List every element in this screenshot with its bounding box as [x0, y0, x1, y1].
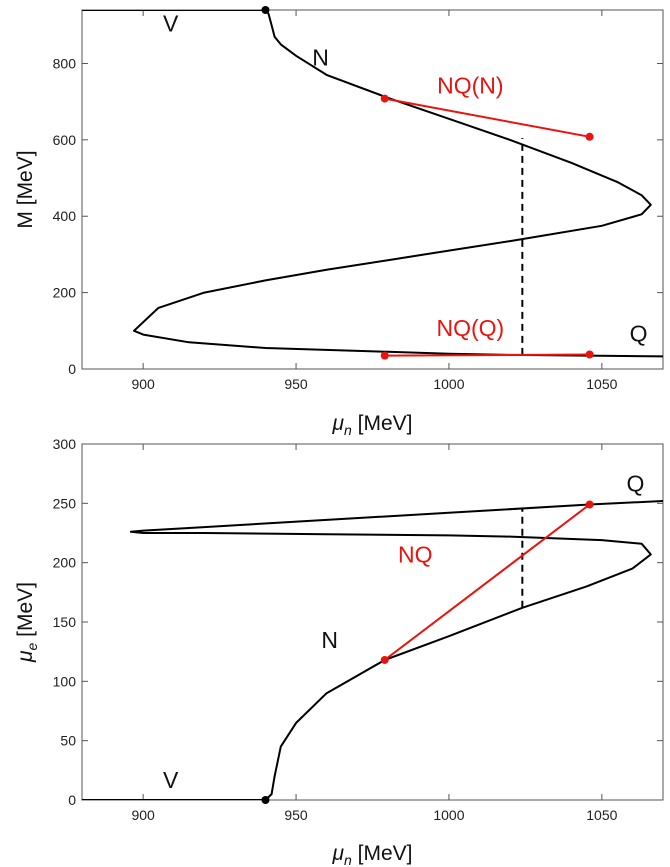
y-axis-label: M [MeV] — [14, 150, 37, 228]
y-tick-label: 0 — [68, 361, 76, 377]
data-point — [585, 132, 594, 141]
y-tick-label: 250 — [53, 495, 77, 511]
y-tick-label: 0 — [68, 792, 76, 808]
x-tick-label: 1050 — [586, 807, 617, 823]
region-label: NQ(N) — [437, 72, 503, 98]
transition-segment — [384, 353, 590, 357]
y-tick-label: 200 — [53, 555, 77, 571]
y-tick-label: 50 — [60, 733, 76, 749]
transition-segment — [384, 503, 591, 661]
x-axis-label: μn [MeV] — [332, 412, 413, 438]
region-label: NQ(Q) — [436, 315, 504, 341]
plot-panel-1: 900 950 1000 1050 0 200 400 600 800 μn [MeV] M [Me… — [14, 6, 664, 438]
plot-frame — [81, 9, 664, 370]
series-line — [82, 500, 663, 800]
y-tick-label: 150 — [53, 614, 77, 630]
y-tick-label: 800 — [53, 55, 77, 71]
data-point — [261, 6, 270, 14]
series-line — [82, 10, 663, 358]
x-tick-label: 950 — [284, 807, 308, 823]
plot-frame — [81, 443, 664, 801]
transition-segment — [384, 97, 590, 138]
data-point — [380, 94, 389, 103]
x-tick-label: 1000 — [433, 376, 464, 392]
region-label: N — [321, 627, 338, 653]
region-label: Q — [627, 470, 645, 496]
region-label: N — [312, 44, 329, 70]
data-point — [585, 500, 594, 509]
x-tick-label: 900 — [131, 807, 155, 823]
x-tick-label: 900 — [131, 376, 155, 392]
y-tick-label: 100 — [53, 673, 77, 689]
x-tick-label: 1000 — [433, 807, 464, 823]
region-label: V — [163, 767, 179, 793]
region-label: NQ — [398, 542, 433, 568]
data-point — [380, 351, 389, 360]
data-point — [261, 796, 270, 804]
region-label: Q — [630, 321, 648, 347]
x-tick-label: 950 — [284, 376, 308, 392]
region-label: V — [163, 10, 179, 36]
x-axis-label: μn [MeV] — [332, 842, 413, 867]
plot-panel-2: 900 950 1000 1050 0 50 100 150 200 250 300 μn [MeV]… — [14, 436, 664, 867]
y-tick-label: 300 — [53, 436, 77, 452]
x-tick-label: 1050 — [586, 376, 617, 392]
data-point — [380, 655, 389, 664]
y-axis-label: μe [MeV] — [14, 582, 40, 663]
data-point — [585, 350, 594, 359]
y-tick-label: 400 — [53, 208, 77, 224]
y-tick-label: 600 — [53, 132, 77, 148]
y-tick-label: 200 — [53, 285, 77, 301]
